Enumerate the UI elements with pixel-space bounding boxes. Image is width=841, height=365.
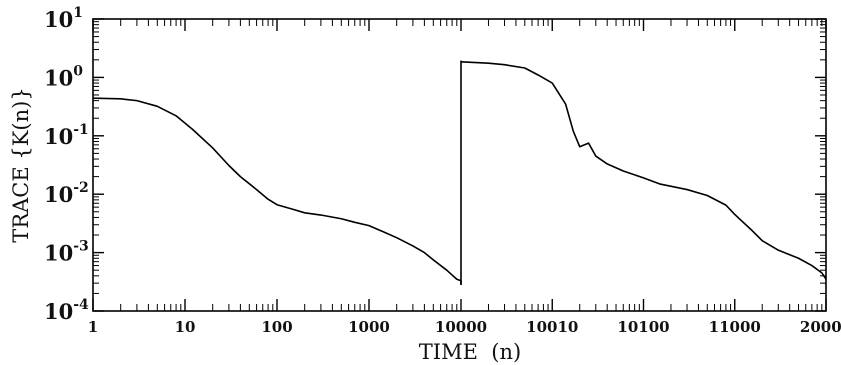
x-tick-label: 100 bbox=[261, 318, 292, 336]
y-tick-labels: 101 100 10-1 10-2 10-3 10-4 bbox=[44, 5, 89, 324]
plot-frame bbox=[92, 18, 827, 312]
x-tick-label: 10 bbox=[175, 318, 196, 336]
x-tick-label: 1 bbox=[88, 318, 98, 336]
x-axis-label: TIME (n) bbox=[419, 340, 521, 364]
x-tick-label: 20000 bbox=[800, 318, 841, 336]
minor-ticks bbox=[93, 19, 826, 311]
x-tick-labels: 11010010001000010010101001100020000 bbox=[88, 318, 841, 336]
y-tick-label: 100 bbox=[44, 63, 83, 90]
major-ticks bbox=[92, 18, 827, 312]
series-group bbox=[92, 60, 827, 285]
series-line-1 bbox=[92, 97, 462, 285]
x-tick-label: 1000 bbox=[348, 318, 390, 336]
x-tick-label: 10000 bbox=[435, 318, 487, 336]
y-tick-label: 10-1 bbox=[44, 122, 89, 149]
y-tick-label: 101 bbox=[44, 5, 83, 32]
y-tick-label: 10-3 bbox=[44, 239, 89, 266]
series-line-2 bbox=[460, 60, 827, 285]
y-axis-label: TRACE {K(n)} bbox=[9, 87, 33, 242]
x-tick-label: 10100 bbox=[617, 318, 669, 336]
x-tick-label: 11000 bbox=[709, 318, 761, 336]
y-tick-label: 10-2 bbox=[44, 180, 89, 207]
y-tick-label: 10-4 bbox=[44, 297, 89, 324]
x-tick-label: 10010 bbox=[526, 318, 578, 336]
